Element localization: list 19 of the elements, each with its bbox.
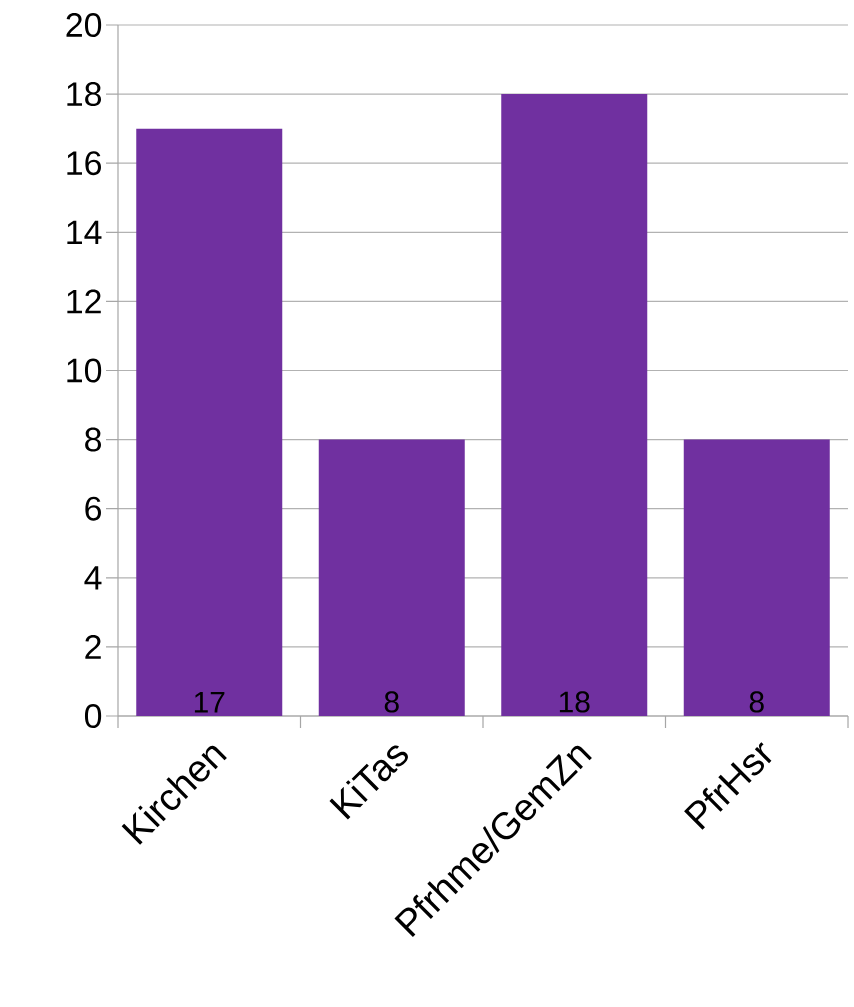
y-tick-label: 10	[67, 358, 102, 383]
y-tick-label: 4	[84, 566, 102, 590]
y-tick-label: 12	[67, 289, 101, 314]
y-tick-label: 2	[85, 635, 101, 659]
y-tick-label: 8	[85, 427, 102, 452]
data-label: 8	[749, 691, 764, 713]
data-label: 18	[559, 691, 590, 713]
y-tick-label: 0	[84, 704, 102, 728]
bar	[318, 439, 465, 716]
y-tick-label: 14	[67, 220, 102, 244]
y-tick-label: 20	[66, 13, 102, 37]
bar	[683, 439, 830, 716]
y-tick-label: 6	[85, 496, 101, 521]
bar	[501, 94, 648, 716]
y-tick-label: 16	[67, 151, 101, 176]
bar	[136, 128, 283, 716]
y-tick-label: 18	[67, 82, 102, 107]
data-label: 8	[384, 691, 399, 713]
data-label: 17	[194, 691, 225, 713]
